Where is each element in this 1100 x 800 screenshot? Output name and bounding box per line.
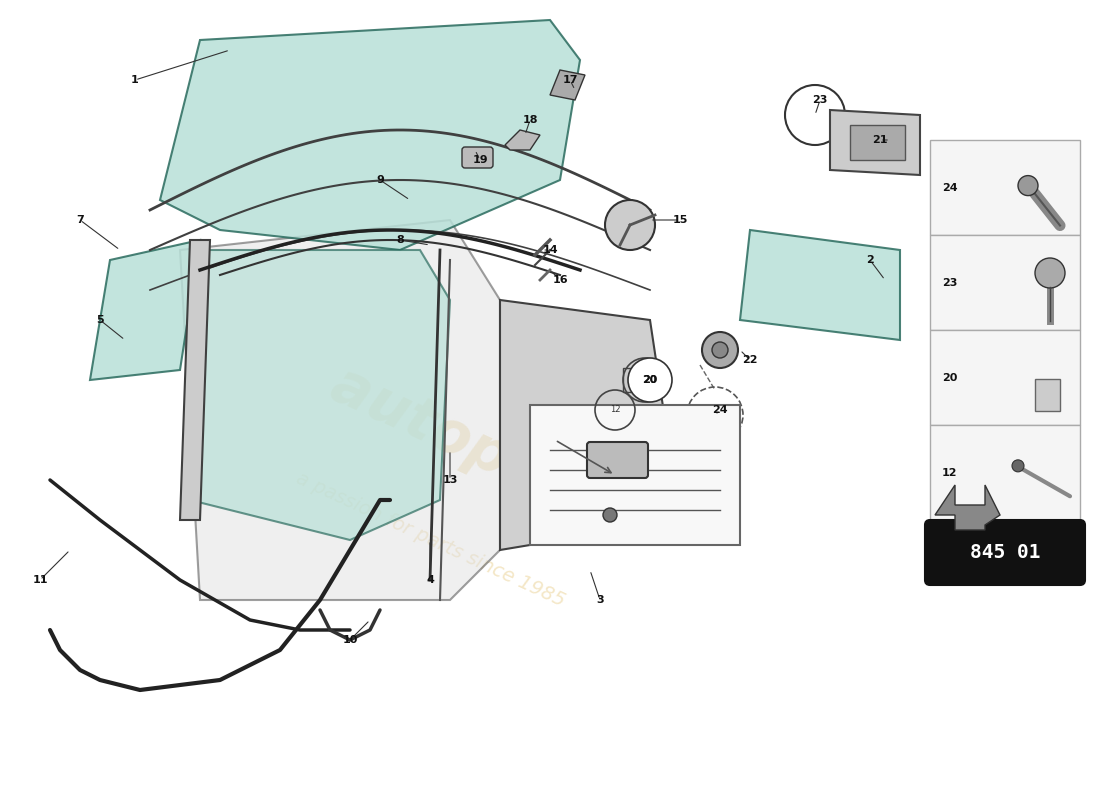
Bar [1035, 378, 1060, 410]
Bar [850, 125, 905, 160]
Text: 5: 5 [96, 315, 103, 325]
FancyBboxPatch shape [925, 520, 1085, 585]
Polygon shape [160, 20, 580, 250]
Polygon shape [740, 230, 900, 340]
Text: 16: 16 [552, 275, 568, 285]
Text: 14: 14 [542, 245, 558, 255]
Text: 10: 10 [342, 635, 358, 645]
Circle shape [712, 342, 728, 358]
FancyBboxPatch shape [462, 147, 493, 168]
Text: 19: 19 [472, 155, 487, 165]
Text: 3: 3 [596, 595, 604, 605]
Text: 23: 23 [942, 278, 957, 287]
Circle shape [1018, 176, 1038, 196]
FancyBboxPatch shape [530, 405, 740, 545]
Text: 22: 22 [742, 355, 758, 365]
Text: 23: 23 [812, 95, 827, 105]
Text: 20: 20 [942, 373, 957, 382]
Polygon shape [180, 240, 210, 520]
FancyBboxPatch shape [587, 442, 648, 478]
Text: 12: 12 [609, 406, 620, 414]
FancyBboxPatch shape [623, 368, 652, 392]
Polygon shape [190, 250, 450, 540]
Polygon shape [500, 300, 680, 550]
Polygon shape [550, 70, 585, 100]
FancyBboxPatch shape [930, 425, 1080, 520]
Text: 21: 21 [872, 135, 888, 145]
FancyBboxPatch shape [930, 140, 1080, 235]
Circle shape [1012, 460, 1024, 472]
FancyBboxPatch shape [930, 330, 1080, 425]
Text: 13: 13 [442, 475, 458, 485]
Polygon shape [505, 130, 540, 150]
Text: 15: 15 [672, 215, 688, 225]
Text: 4: 4 [426, 575, 433, 585]
Circle shape [605, 200, 654, 250]
Text: autoparts: autoparts [322, 356, 638, 544]
Text: 20: 20 [644, 375, 657, 385]
Text: 24: 24 [712, 405, 728, 415]
Text: 17: 17 [562, 75, 578, 85]
Text: 2: 2 [866, 255, 873, 265]
Text: 20: 20 [642, 375, 658, 385]
Circle shape [1035, 258, 1065, 288]
Text: 18: 18 [522, 115, 538, 125]
Text: 9: 9 [376, 175, 384, 185]
Text: 8: 8 [396, 235, 404, 245]
Text: a passion for parts since 1985: a passion for parts since 1985 [293, 469, 568, 611]
Polygon shape [935, 485, 1000, 530]
Polygon shape [830, 110, 920, 175]
Text: 11: 11 [32, 575, 47, 585]
Text: 845 01: 845 01 [970, 542, 1041, 562]
Text: 12: 12 [942, 467, 957, 478]
Text: 1: 1 [131, 75, 139, 85]
Circle shape [603, 508, 617, 522]
Text: 24: 24 [942, 182, 958, 193]
Circle shape [628, 358, 672, 402]
Circle shape [702, 332, 738, 368]
FancyBboxPatch shape [930, 235, 1080, 330]
Text: 7: 7 [76, 215, 84, 225]
Polygon shape [180, 220, 500, 600]
Polygon shape [90, 240, 200, 380]
